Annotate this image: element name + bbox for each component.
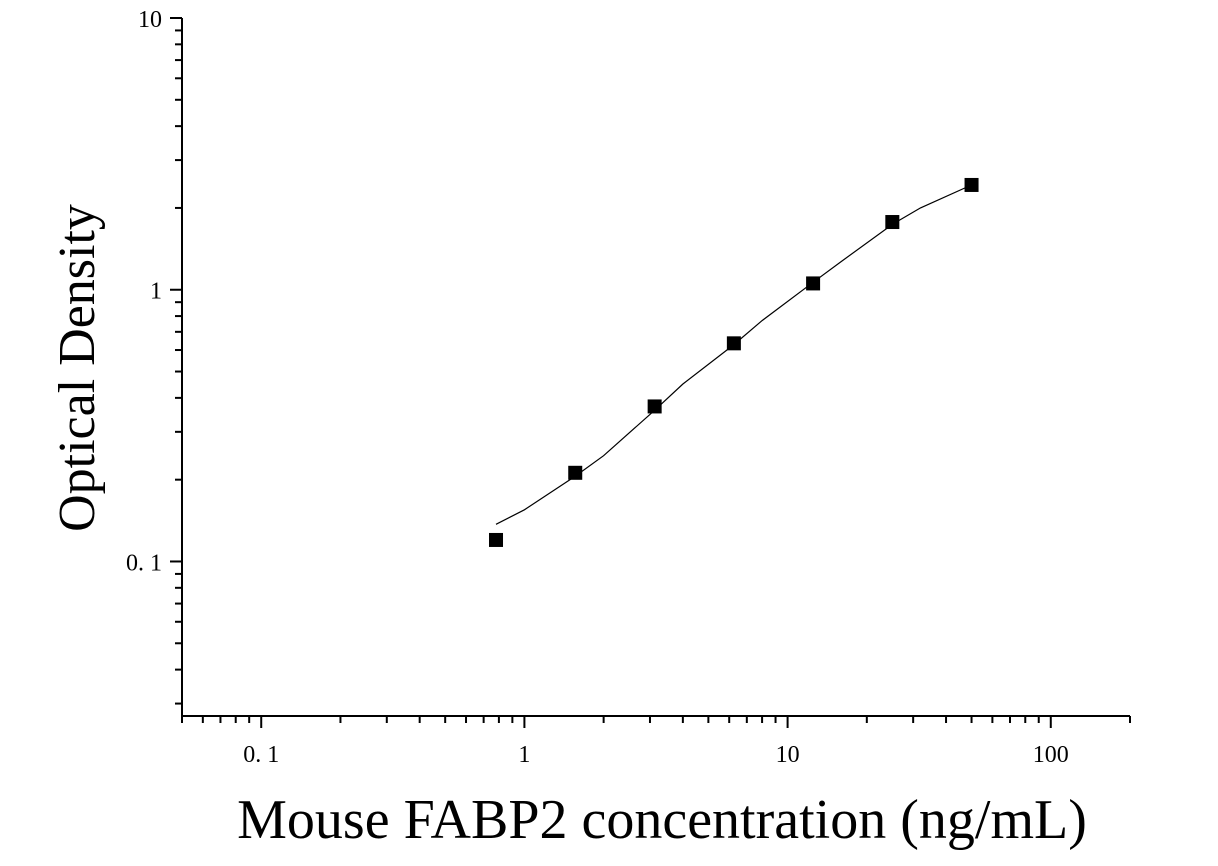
axes: [170, 17, 1131, 728]
x-tick-label: 100: [1033, 742, 1069, 768]
y-tick-label: 10: [138, 7, 162, 33]
data-point: [726, 336, 741, 351]
x-tick-label: 0. 1: [243, 742, 279, 768]
data-point: [885, 215, 900, 230]
data-point: [806, 276, 821, 291]
data-points: [489, 177, 979, 547]
data-point: [647, 399, 662, 414]
x-tick-label: 10: [776, 742, 800, 768]
fit-curve-layer: [495, 184, 972, 525]
y-tick-label: 0. 1: [126, 550, 162, 576]
x-axis-title: Mouse FABP2 concentration (ng/mL): [237, 789, 1087, 851]
data-point: [568, 465, 583, 480]
data-point: [489, 532, 504, 547]
x-tick-label: 1: [518, 742, 530, 768]
tick-labels: 0. 1 1 10 100 0. 1 1 10: [126, 7, 1069, 768]
fit-curve: [495, 184, 972, 525]
data-point: [964, 177, 979, 192]
y-tick-label: 1: [150, 279, 162, 305]
y-axis-title: Optical Density: [49, 204, 106, 532]
